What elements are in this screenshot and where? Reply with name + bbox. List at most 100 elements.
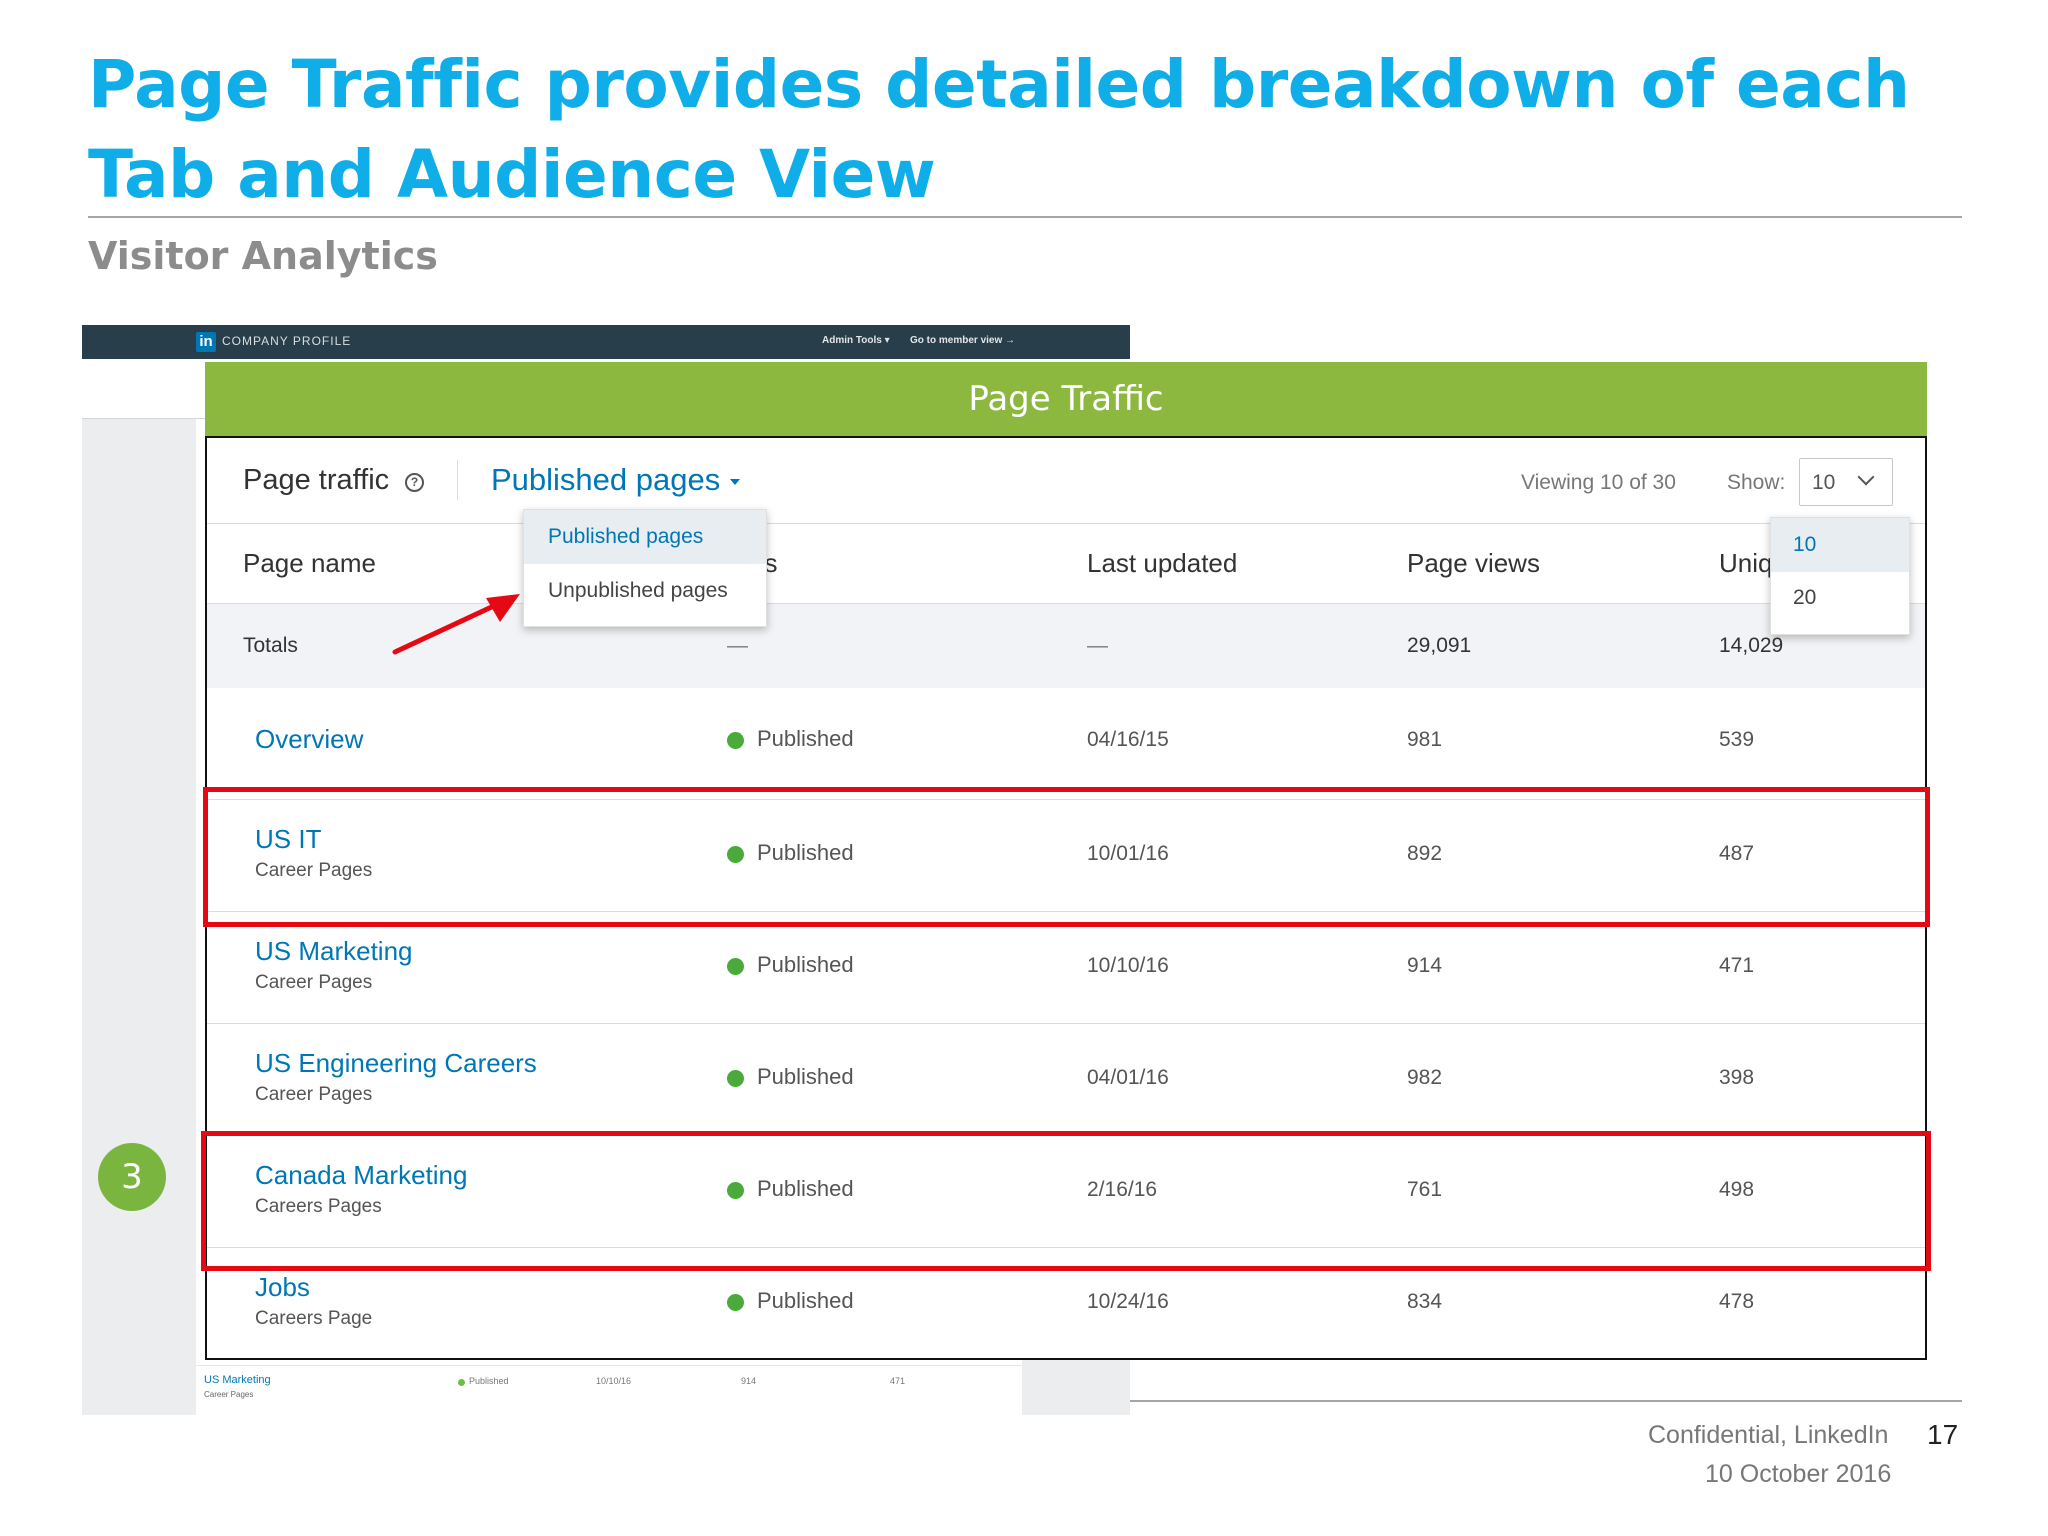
title-divider <box>88 216 1962 218</box>
status-dot-icon <box>458 1379 465 1386</box>
table-header-row: Page name us Last updated Page views Uni… <box>207 524 1925 604</box>
row-status: Published <box>757 1288 854 1313</box>
page-traffic-panel: Page traffic ? Published pages Viewing 1… <box>205 436 1927 1360</box>
background-row-unique: 471 <box>890 1376 906 1386</box>
row-page-name[interactable]: Jobs <box>255 1272 310 1302</box>
table-row[interactable]: Overview Published 04/16/15 981 539 <box>207 688 1925 800</box>
row-last-updated: 10/24/16 <box>1087 1290 1169 1313</box>
background-row-name[interactable]: US Marketing <box>204 1374 271 1386</box>
footer-confidential: Confidential, LinkedIn <box>1648 1421 1889 1449</box>
header-divider <box>457 460 458 500</box>
menu-item-label: 10 <box>1793 533 1817 556</box>
chevron-down-icon <box>1857 468 1875 486</box>
totals-label: Totals <box>243 634 298 657</box>
row-page-type: Careers Pages <box>255 1196 382 1217</box>
row-unique: 478 <box>1719 1290 1755 1313</box>
arrow-annotation-icon <box>392 594 520 655</box>
highlight-box-canada-marketing <box>201 1131 1931 1271</box>
company-profile-label: COMPANY PROFILE <box>222 334 352 348</box>
status-dot-icon <box>727 958 744 975</box>
column-header-unique[interactable]: Uniq <box>1719 548 1773 578</box>
column-header-page-views[interactable]: Page views <box>1407 548 1540 578</box>
menu-item-label: Unpublished pages <box>548 579 728 602</box>
footer-divider <box>1130 1400 1962 1402</box>
admin-tools-menu[interactable]: Admin Tools ▾ <box>822 335 890 346</box>
totals-row: Totals — — 29,091 14,029 <box>207 604 1925 688</box>
help-icon[interactable]: ? <box>405 473 424 492</box>
page-traffic-title: Page traffic <box>243 464 390 496</box>
slide-title: Page Traffic provides detailed breakdown… <box>88 46 1910 213</box>
caret-down-icon <box>730 478 741 485</box>
totals-unique: 14,029 <box>1719 634 1784 657</box>
show-count-menu: 10 20 <box>1770 517 1910 635</box>
status-dot-icon <box>727 1070 744 1087</box>
row-page-views: 834 <box>1407 1290 1443 1313</box>
published-pages-dropdown[interactable]: Published pages <box>491 462 741 498</box>
panel-header: Page traffic ? Published pages Viewing 1… <box>207 438 1925 524</box>
menu-item-label: Published pages <box>548 525 704 548</box>
linkedin-logo-icon[interactable]: in <box>196 332 216 352</box>
totals-views: 29,091 <box>1407 634 1472 657</box>
row-unique: 539 <box>1719 728 1755 751</box>
row-last-updated: 04/16/15 <box>1087 728 1169 751</box>
table-row[interactable]: US Marketing Career Pages Published 10/1… <box>207 912 1925 1024</box>
table-row[interactable]: US IT Career Pages Published 10/01/16 89… <box>207 800 1925 912</box>
row-page-views: 982 <box>1407 1066 1443 1089</box>
totals-date: — <box>1087 634 1108 657</box>
background-row-status: Published <box>469 1376 509 1386</box>
column-header-last-updated[interactable]: Last updated <box>1087 548 1238 578</box>
row-last-updated: 04/01/16 <box>1087 1066 1169 1089</box>
highlight-box-us-it <box>203 787 1930 927</box>
status-dot-icon <box>727 732 744 749</box>
row-page-name[interactable]: Overview <box>255 724 364 754</box>
show-label: Show: <box>1727 471 1786 494</box>
background-row-sub: Career Pages <box>204 1390 254 1399</box>
background-row-views: 914 <box>741 1376 757 1386</box>
menu-item-show-10[interactable]: 10 <box>1771 518 1909 572</box>
row-page-type: Career Pages <box>255 860 373 881</box>
row-page-views: 914 <box>1407 954 1443 977</box>
status-dot-icon <box>727 1294 744 1311</box>
menu-item-published-pages[interactable]: Published pages <box>524 510 766 564</box>
row-page-name[interactable]: Canada Marketing <box>255 1160 468 1190</box>
show-count-value: 10 <box>1812 471 1836 494</box>
table-row[interactable]: Canada Marketing Careers Pages Published… <box>207 1136 1925 1248</box>
page-number: 17 <box>1927 1419 1959 1450</box>
row-unique: 471 <box>1719 954 1755 977</box>
row-status: Published <box>757 726 854 751</box>
member-view-link[interactable]: Go to member view → <box>910 335 1016 346</box>
row-status: Published <box>757 952 854 977</box>
linkedin-topbar: in COMPANY PROFILE Admin Tools ▾ Go to m… <box>82 325 1130 359</box>
row-page-type: Careers Page <box>255 1308 373 1329</box>
row-page-name[interactable]: US Engineering Careers <box>255 1048 537 1078</box>
status-dot-icon <box>727 1182 744 1199</box>
column-header-page-name[interactable]: Page name <box>243 548 376 578</box>
published-pages-label: Published pages <box>491 462 721 497</box>
row-unique: 487 <box>1719 842 1755 865</box>
row-unique: 498 <box>1719 1178 1755 1201</box>
row-page-views: 981 <box>1407 728 1443 751</box>
row-unique: 398 <box>1719 1066 1755 1089</box>
row-page-views: 892 <box>1407 842 1443 865</box>
row-page-views: 761 <box>1407 1178 1443 1201</box>
row-status: Published <box>757 1064 854 1089</box>
show-count-select[interactable]: 10 <box>1799 458 1893 506</box>
row-last-updated: 10/10/16 <box>1087 954 1169 977</box>
background-table-row: US Marketing Career Pages Published 10/1… <box>196 1365 1022 1415</box>
row-status: Published <box>757 840 854 865</box>
footer-date: 10 October 2016 <box>1705 1460 1892 1488</box>
row-last-updated: 2/16/16 <box>1087 1178 1158 1201</box>
totals-status: — <box>727 634 748 657</box>
step-badge: 3 <box>98 1143 166 1211</box>
row-page-type: Career Pages <box>255 972 373 993</box>
row-page-name[interactable]: US IT <box>255 824 322 854</box>
page-traffic-banner: Page Traffic <box>205 362 1927 436</box>
row-page-name[interactable]: US Marketing <box>255 936 413 966</box>
status-dot-icon <box>727 846 744 863</box>
row-page-type: Career Pages <box>255 1084 373 1105</box>
slide-subtitle: Visitor Analytics <box>88 234 438 278</box>
background-row-date: 10/10/16 <box>596 1376 632 1386</box>
published-pages-menu: Published pages Unpublished pages <box>523 509 767 627</box>
table-row[interactable]: US Engineering Careers Career Pages Publ… <box>207 1024 1925 1136</box>
table-row[interactable]: Jobs Careers Page Published 10/24/16 834… <box>207 1248 1925 1358</box>
